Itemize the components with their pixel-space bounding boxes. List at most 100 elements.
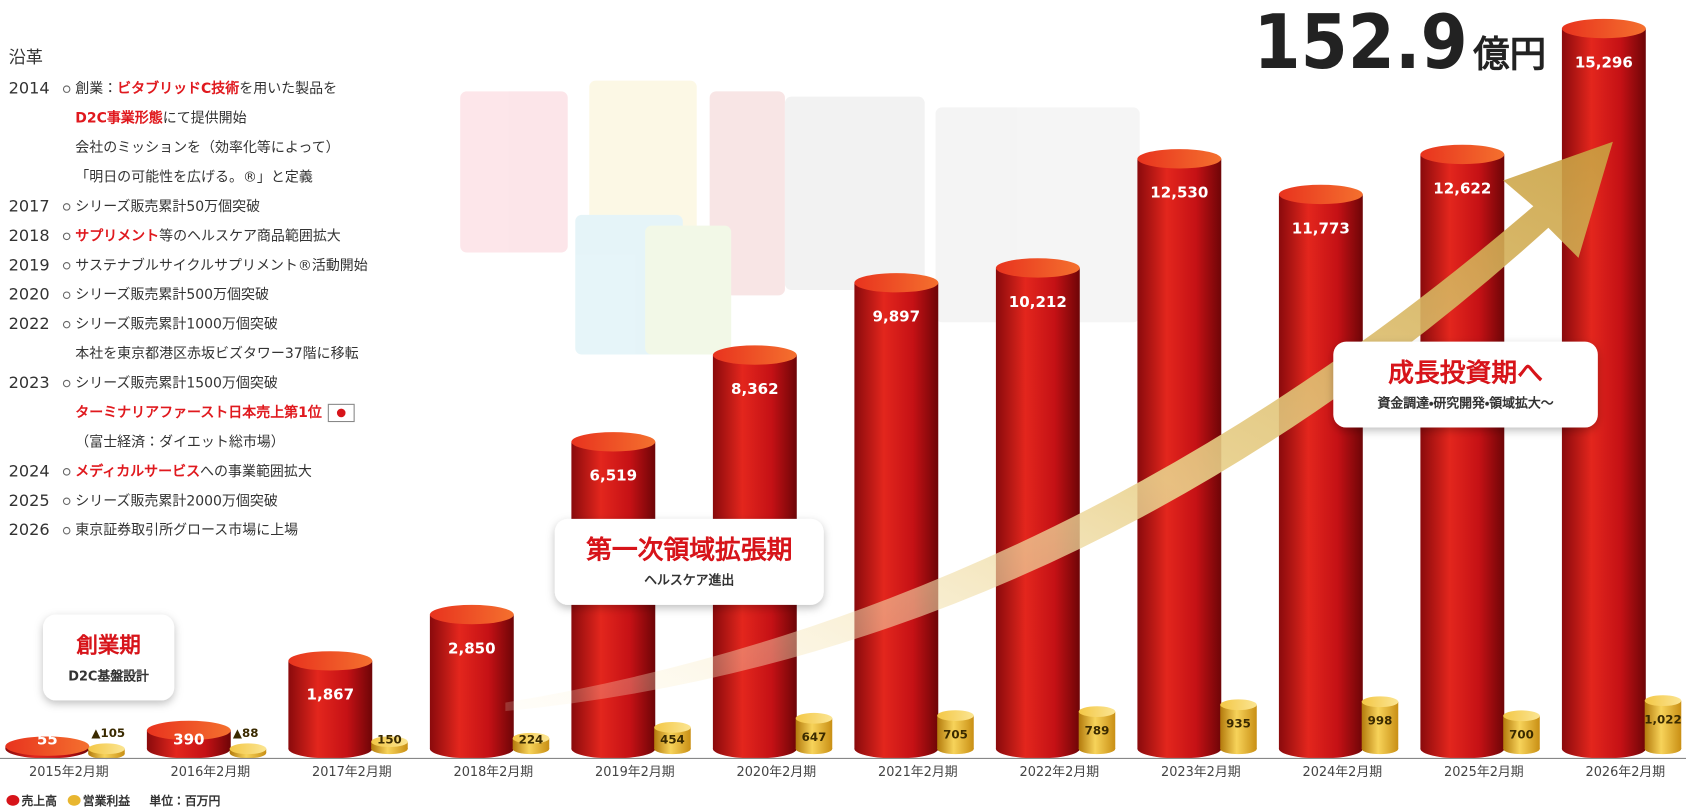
bar-top	[1561, 18, 1646, 39]
value-label: 9,897	[873, 308, 921, 326]
profit-bar	[371, 736, 408, 755]
history-segment: シリーズ販売累計1000万個突破	[75, 317, 278, 333]
value-label: 15,296	[1575, 53, 1633, 71]
headline-number: 152.9	[1254, 0, 1468, 86]
x-tick-label: 2024年2月期	[1303, 765, 1383, 780]
revenue-bar	[995, 258, 1080, 759]
x-tick-label: 2015年2月期	[29, 765, 109, 780]
history-segment: 「明日の可能性を広げる。®」と定義	[75, 168, 313, 185]
value-label: 998	[1368, 714, 1393, 728]
bar-top	[1361, 696, 1399, 708]
bar-body	[1220, 704, 1257, 749]
profit-bar	[1503, 710, 1540, 755]
revenue-bar	[1278, 184, 1363, 759]
value-label: 700	[1509, 728, 1534, 742]
history-segment: （富士経済：ダイエット総市場）	[75, 434, 285, 450]
history-entry: シリーズ販売累計1500万個突破	[75, 376, 278, 392]
x-tick-label: 2016年2月期	[171, 765, 251, 780]
value-label: 11,773	[1292, 219, 1350, 237]
history-title: 沿革	[9, 48, 43, 68]
revenue-bar	[854, 273, 939, 759]
phase-box	[554, 518, 824, 605]
x-tick-label: 2023年2月期	[1161, 765, 1241, 780]
legend-label: 売上高	[22, 794, 58, 808]
bar-top	[371, 736, 408, 748]
bar-body	[1503, 715, 1540, 749]
profit-bar	[512, 732, 550, 755]
history-segment: サステナブルサイクルサプリメント®活動開始	[75, 257, 368, 274]
history-year: 2025	[9, 491, 50, 510]
bar-body	[1278, 194, 1363, 749]
bar-top	[995, 258, 1080, 278]
profit-bar	[654, 722, 691, 755]
bar-top	[429, 604, 514, 625]
phase-title: 創業期	[76, 634, 140, 659]
bar-body	[1644, 700, 1682, 749]
history-entry: シリーズ販売累計50万個突破	[75, 199, 260, 215]
value-label: 705	[943, 727, 968, 741]
x-tick-label: 2022年2月期	[1020, 765, 1100, 780]
profit-bar	[1361, 696, 1399, 755]
bar-top	[229, 743, 267, 755]
product-image	[460, 80, 1140, 355]
phase-title: 第一次領域拡張期	[586, 535, 792, 566]
history-year: 2019	[9, 255, 50, 274]
history-segment: 等のヘルスケア商品範囲拡大	[159, 227, 341, 244]
legend-label: 営業利益	[83, 794, 130, 808]
value-label: 224	[519, 733, 544, 747]
legend-swatch	[6, 794, 20, 806]
history-year: 2017	[9, 196, 50, 215]
history-segment: シリーズ販売累計500万個突破	[75, 287, 269, 303]
bar-top	[88, 743, 125, 755]
history-entry: ターミナリアファースト日本売上第1位	[75, 404, 322, 421]
bar-top	[5, 736, 90, 756]
timeline-dot	[62, 379, 71, 388]
timeline-dot	[62, 497, 71, 506]
history-entry: メディカルサービスへの事業範囲拡大	[75, 463, 312, 480]
history-year: 2024	[9, 461, 50, 480]
bar-top	[937, 710, 974, 721]
history-year: 2014	[9, 79, 50, 98]
bar-top	[571, 432, 656, 452]
profit-bar	[1644, 695, 1682, 755]
phase-subtitle: ヘルスケア進出	[644, 573, 734, 589]
unit-note: 単位：百万円	[149, 794, 220, 808]
phase-subtitle: 資金調達・研究開発・領域拡大〜	[1377, 395, 1553, 411]
bar-body	[937, 715, 974, 749]
value-label: 12,530	[1150, 184, 1208, 202]
bar-top	[854, 273, 939, 293]
bar-top	[654, 722, 691, 733]
history-entry: サステナブルサイクルサプリメント®活動開始	[75, 257, 368, 274]
revenue-bar	[429, 604, 514, 759]
history-segment: ビタブリッドC技術	[117, 80, 239, 97]
bar-top	[1137, 149, 1222, 169]
history-entry: 東京証券取引所グロース市場に上場	[75, 523, 298, 539]
bar-body	[429, 614, 514, 749]
history-segment: シリーズ販売累計1500万個突破	[75, 376, 278, 392]
headline-unit: 億円	[1472, 32, 1546, 75]
x-tick-label: 2021年2月期	[878, 765, 958, 780]
x-tick-label: 2020年2月期	[737, 765, 817, 780]
history-segment: 創業：	[75, 81, 117, 97]
value-label: 10,212	[1009, 293, 1067, 311]
bar-top	[1420, 144, 1505, 165]
bar-top	[1503, 710, 1540, 722]
bar-top	[1644, 695, 1682, 707]
history-entry: 創業：ビタブリッドC技術を用いた製品を	[75, 80, 337, 97]
history: 2014 創業：ビタブリッドC技術を用いた製品を D2C事業形態にて提供開始会社のミ…	[9, 79, 368, 540]
history-segment: 東京証券取引所グロース市場に上場	[75, 523, 298, 539]
value-label: 1,022	[1644, 712, 1681, 726]
japan-flag	[327, 403, 355, 423]
profit-bar	[1078, 706, 1116, 755]
history-entry: 「明日の可能性を広げる。®」と定義	[75, 168, 313, 185]
bars: 2015年2月期 2016年2月期 2017年2月期 2018年2月期 2019年2月期…	[5, 18, 1682, 780]
revenue-bar	[1420, 144, 1505, 759]
value-label: 1,867	[307, 686, 355, 704]
value-label: 8,362	[731, 380, 779, 398]
history-year: 2018	[9, 226, 50, 245]
profit-bar	[229, 743, 267, 759]
history-segment: にて提供開始	[163, 111, 247, 127]
history-entry: サプリメント等のヘルスケア商品範囲拡大	[75, 227, 341, 244]
